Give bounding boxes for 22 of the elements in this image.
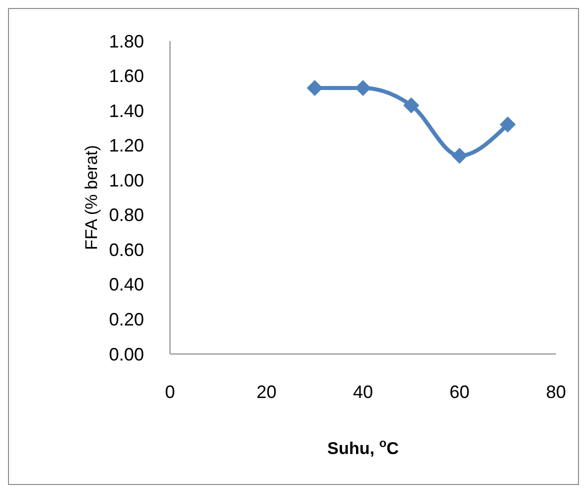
- y-tick-label: 1.00: [108, 170, 144, 190]
- y-tick-label: 1.60: [108, 66, 144, 86]
- x-tick-label: 40: [352, 382, 374, 402]
- point: [452, 148, 468, 164]
- y-tick-label: 0.60: [108, 240, 144, 260]
- x-axis-title: Suhu, $^{o}$C: [327, 436, 399, 458]
- point: [355, 80, 371, 96]
- y-tick-label: 1.40: [108, 100, 144, 121]
- x-tick-label: 80: [546, 382, 566, 402]
- point: [403, 97, 420, 114]
- point: [500, 116, 516, 132]
- x-tick-label: 20: [256, 382, 277, 402]
- x-tick-label: 0: [164, 382, 176, 402]
- y-tick-label: 0.00: [108, 344, 144, 364]
- y-tick-label: 1.20: [108, 136, 144, 156]
- x-tick-label: 60: [449, 382, 470, 402]
- y-axis-title: FFA (% berat): [82, 145, 101, 250]
- y-tick-label: 0.20: [108, 310, 144, 330]
- y-tick-label: 0.40: [108, 274, 144, 295]
- y-tick-label: 1.80: [108, 31, 144, 52]
- y-tick-label: 0.80: [108, 205, 144, 226]
- point: [306, 80, 323, 96]
